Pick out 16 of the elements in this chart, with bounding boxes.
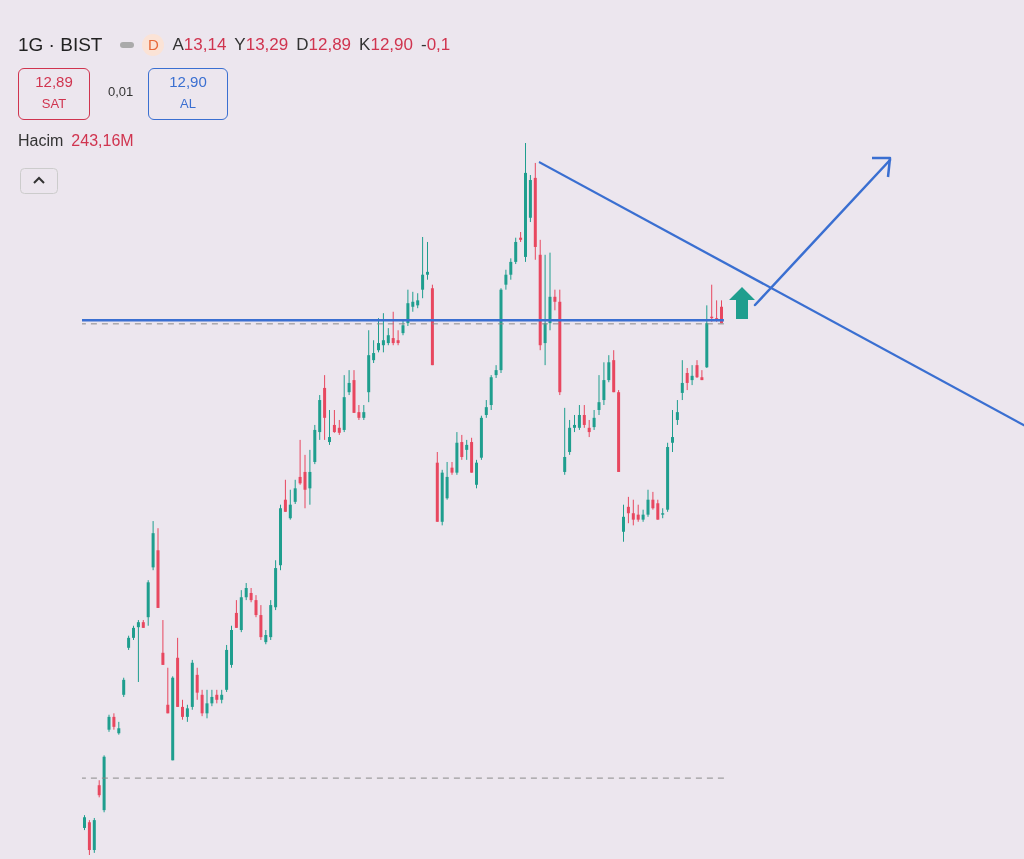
text: K12,90 — [359, 35, 413, 55]
candlestick — [426, 241, 429, 280]
text: D — [142, 34, 165, 56]
text: AL — [179, 95, 197, 113]
text: 12,89 — [34, 72, 74, 92]
text: Y13,29 — [234, 35, 289, 55]
text: 0,01 — [108, 84, 134, 99]
text: A13,14 — [172, 35, 227, 55]
chart-title: 1G · BIST — [18, 34, 103, 56]
text: D12,89 — [296, 35, 352, 55]
text: SAT — [40, 95, 68, 113]
candlestick — [136, 620, 140, 682]
text: -0,1 — [420, 35, 451, 55]
text: 12,90 — [168, 72, 208, 92]
annotation: 243,16M — [71, 132, 134, 149]
text: Hacim — [18, 132, 64, 149]
